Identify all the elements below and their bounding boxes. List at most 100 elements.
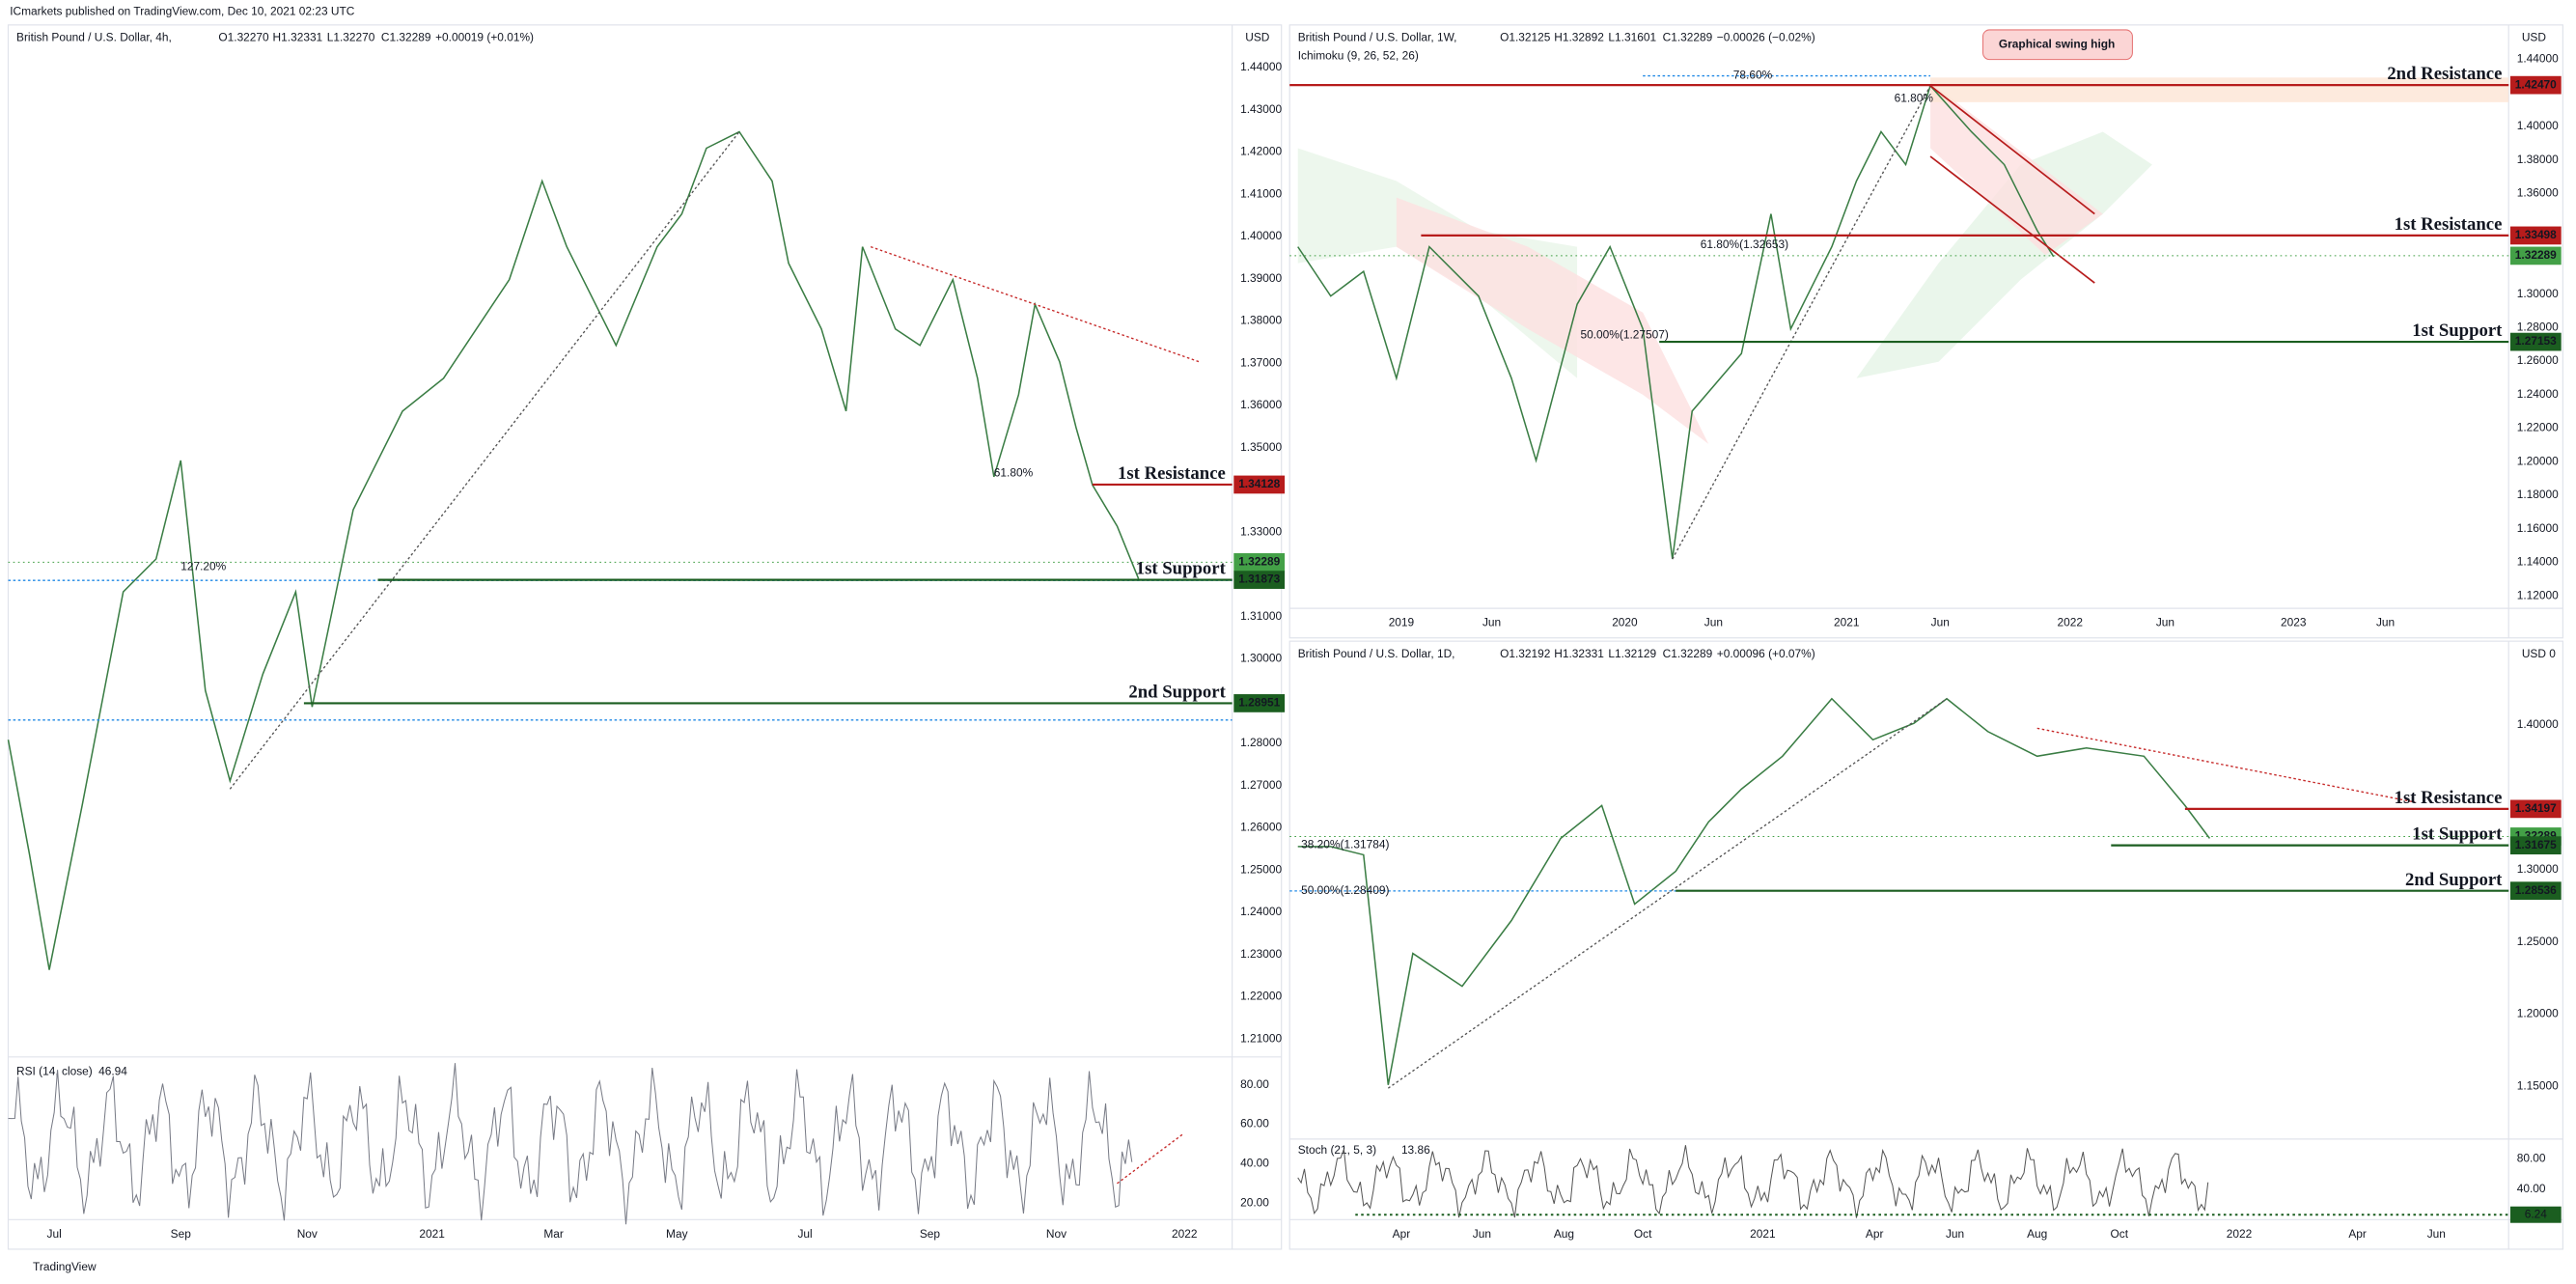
price-label: 1.31000 xyxy=(1240,609,1282,623)
panel-title: British Pound / U.S. Dollar, 1W, xyxy=(1298,31,1457,44)
price-tag-label: 1.34197 xyxy=(2515,801,2557,815)
fib-label: 50.00%(1.27507) xyxy=(1580,328,1668,342)
price-tag-label: 1.32289 xyxy=(2515,248,2557,262)
price-label: 1.44000 xyxy=(2517,52,2559,66)
price-label: 1.15000 xyxy=(2517,1079,2559,1093)
ohlc-value: L1.31601 xyxy=(1608,31,1656,44)
price-label: 1.30000 xyxy=(2517,287,2559,300)
ohlc-value: −0.00026 (−0.02%) xyxy=(1717,31,1815,44)
indicator-axis-label: 80.00 xyxy=(2517,1151,2546,1164)
price-label: 1.22000 xyxy=(2517,421,2559,434)
panel-title: British Pound / U.S. Dollar, 4h, xyxy=(16,31,172,44)
price-tag xyxy=(2509,226,2562,245)
time-label: Jun xyxy=(2376,616,2395,629)
price-label: 1.36000 xyxy=(1240,398,1282,411)
price-label: 1.40000 xyxy=(2517,119,2559,132)
time-label: Jun xyxy=(2427,1227,2446,1241)
level-name: 2nd Support xyxy=(2405,870,2503,890)
time-label: 2021 xyxy=(419,1227,445,1241)
indicator-line xyxy=(8,1063,1133,1225)
level-name: 2nd Support xyxy=(1128,683,1226,703)
time-label: Apr xyxy=(2348,1227,2367,1241)
price-label: 1.21000 xyxy=(1240,1031,1282,1045)
fib-label: 78.60% xyxy=(1733,69,1773,82)
price-label: 1.22000 xyxy=(1240,990,1282,1003)
time-label: Aug xyxy=(2027,1227,2047,1241)
indicator-line xyxy=(1297,1145,2209,1218)
price-label: 1.25000 xyxy=(2517,935,2559,948)
price-tag xyxy=(1233,553,1286,572)
time-label: Apr xyxy=(1393,1227,1411,1241)
time-label: 2023 xyxy=(2281,616,2307,629)
price-label: 1.14000 xyxy=(2517,555,2559,569)
price-tag xyxy=(2509,75,2562,95)
price-label: 1.35000 xyxy=(1240,440,1282,454)
price-label: 1.24000 xyxy=(2517,387,2559,401)
price-tag-label: 1.31873 xyxy=(1238,572,1280,586)
time-label: Apr xyxy=(1866,1227,1884,1241)
panel-title: British Pound / U.S. Dollar, 1D, xyxy=(1298,647,1455,660)
time-label: Mar xyxy=(543,1227,564,1241)
price-label: 1.40000 xyxy=(2517,717,2559,731)
price-label: 1.33000 xyxy=(1240,524,1282,538)
fib-label: 61.80% xyxy=(994,466,1034,480)
price-label: 1.36000 xyxy=(2517,186,2559,200)
price-label: 1.44000 xyxy=(1240,60,1282,73)
indicator-axis-label: 80.00 xyxy=(1240,1077,1269,1091)
price-tag xyxy=(1233,571,1286,589)
time-label: Jun xyxy=(1482,616,1501,629)
indicator-axis-label: 20.00 xyxy=(1240,1195,1269,1209)
time-label: May xyxy=(666,1227,688,1241)
price-label: 1.23000 xyxy=(1240,947,1282,961)
indicator-axis-label: 40.00 xyxy=(2517,1182,2546,1195)
currency: USD 0 xyxy=(2522,647,2556,660)
level-name: 1st Support xyxy=(2412,321,2503,341)
header: ICmarkets published on TradingView.com, … xyxy=(10,4,355,17)
time-label: Jul xyxy=(47,1227,62,1241)
price-tag-label: 1.42470 xyxy=(2515,77,2557,91)
time-label: Jun xyxy=(1931,616,1950,629)
price-tag xyxy=(2509,799,2562,819)
price-tag xyxy=(2509,246,2562,265)
time-label: 2021 xyxy=(1834,616,1860,629)
time-label: Jun xyxy=(1946,1227,1964,1241)
fib-label: 38.20%(1.31784) xyxy=(1301,837,1389,851)
fib-label: 127.20% xyxy=(180,560,226,573)
ohlc-value: O1.32270 xyxy=(218,31,269,44)
ohlc-value: C1.32289 xyxy=(1663,647,1713,660)
price-tag xyxy=(1233,475,1286,494)
indicator-name: Stoch (21, 5, 3) xyxy=(1298,1143,1376,1157)
ohlc-value: +0.00096 (+0.07%) xyxy=(1717,647,1815,660)
price-label: 1.37000 xyxy=(1240,355,1282,369)
ichimoku-cloud xyxy=(1297,77,2509,444)
price-label: 1.38000 xyxy=(1240,314,1282,327)
fib-label: 50.00%(1.28409) xyxy=(1301,883,1389,897)
indicator-title: Ichimoku (9, 26, 52, 26) xyxy=(1298,48,1419,62)
price-tag xyxy=(2509,332,2562,351)
indicator-tag-label: 6.24 xyxy=(2525,1207,2548,1220)
price-tag-label: 1.27153 xyxy=(2515,334,2557,348)
price-label: 1.43000 xyxy=(1240,102,1282,116)
price-tag xyxy=(2509,836,2562,855)
price-label: 1.18000 xyxy=(2517,488,2559,501)
level-name: 1st Support xyxy=(1136,559,1227,579)
price-label: 1.41000 xyxy=(1240,186,1282,200)
panel-borders xyxy=(7,24,2563,1250)
ohlc-value: O1.32125 xyxy=(1500,31,1551,44)
indicator-value: 46.94 xyxy=(98,1064,127,1077)
price-label: 1.42000 xyxy=(1240,145,1282,158)
price-label: 1.27000 xyxy=(1240,778,1282,792)
time-label: 2019 xyxy=(1389,616,1415,629)
footer: TradingView xyxy=(33,1260,97,1273)
price-label: 1.25000 xyxy=(1240,862,1282,876)
price-tag-label: 1.33498 xyxy=(2515,228,2557,241)
time-label: Aug xyxy=(1554,1227,1574,1241)
ohlc-value: H1.32331 xyxy=(273,31,323,44)
ohlc-value: C1.32289 xyxy=(381,31,431,44)
level-name: 2nd Resistance xyxy=(2387,64,2502,84)
price-label: 1.38000 xyxy=(2517,153,2559,166)
annotation: Graphical swing high xyxy=(1999,37,2115,50)
indicator-name: RSI (14, close) xyxy=(16,1064,93,1077)
price-label: 1.28000 xyxy=(1240,736,1282,749)
